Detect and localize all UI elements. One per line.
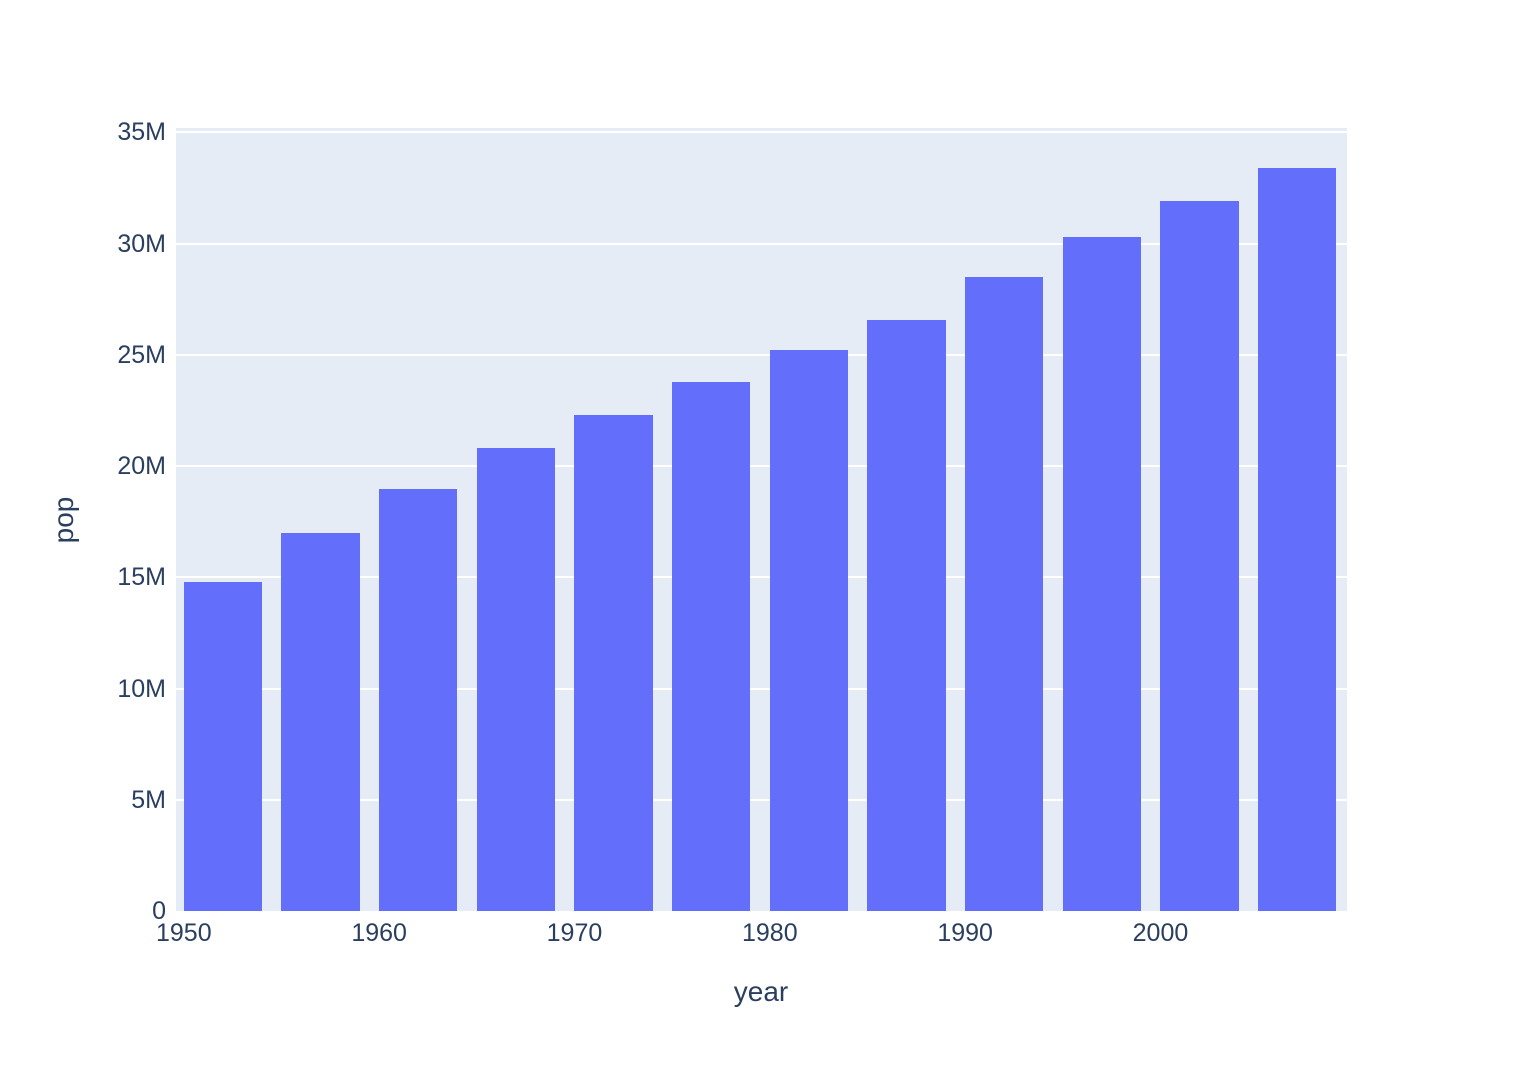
x-axis-title: year bbox=[733, 976, 789, 1007]
y-tick-label: 0 bbox=[152, 897, 166, 925]
bar-1962[interactable] bbox=[379, 488, 458, 911]
x-tick-label: 1990 bbox=[937, 919, 993, 947]
bar-1992[interactable] bbox=[965, 276, 1044, 911]
y-tick-label: 5M bbox=[131, 785, 166, 814]
x-tick-label: 1950 bbox=[156, 919, 212, 947]
bar-1977[interactable] bbox=[672, 381, 751, 911]
y-gridline bbox=[176, 465, 1347, 468]
bar-1957[interactable] bbox=[281, 532, 360, 911]
x-tick-label: 1960 bbox=[351, 919, 407, 947]
y-tick-label: 15M bbox=[117, 563, 166, 592]
bar-1987[interactable] bbox=[867, 320, 946, 911]
bar-2002[interactable] bbox=[1160, 201, 1239, 911]
x-tick-label: 1980 bbox=[741, 919, 798, 947]
y-gridline bbox=[176, 131, 1347, 134]
y-tick-label: 20M bbox=[117, 452, 166, 481]
bar-1952[interactable] bbox=[183, 582, 262, 911]
bar-1972[interactable] bbox=[574, 415, 653, 911]
y-axis-title: pop bbox=[48, 496, 79, 544]
y-gridline bbox=[176, 687, 1347, 690]
y-gridline bbox=[176, 576, 1347, 579]
y-gridline bbox=[176, 798, 1347, 801]
y-tick-label: 10M bbox=[117, 674, 166, 703]
y-gridline bbox=[176, 242, 1347, 245]
plot-area bbox=[176, 128, 1347, 911]
x-tick-label: 1970 bbox=[546, 919, 603, 947]
y-tick-label: 30M bbox=[117, 229, 166, 258]
bar-1997[interactable] bbox=[1062, 236, 1141, 911]
bar-2007[interactable] bbox=[1258, 168, 1337, 911]
y-gridline bbox=[176, 353, 1347, 356]
y-tick-label: 35M bbox=[117, 118, 166, 147]
x-tick-label: 2000 bbox=[1132, 919, 1189, 947]
bar-1982[interactable] bbox=[769, 350, 848, 911]
bar-1967[interactable] bbox=[476, 447, 555, 911]
y-tick-label: 25M bbox=[117, 340, 166, 369]
